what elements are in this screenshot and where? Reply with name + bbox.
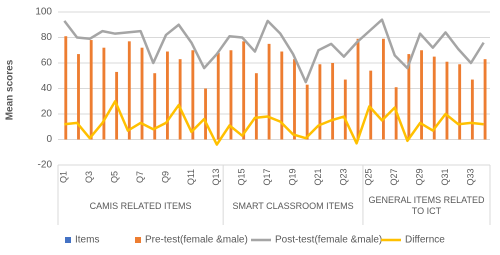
bar	[305, 84, 309, 140]
group-label-box: SMART CLASSROOM ITEMS	[232, 200, 354, 211]
bar	[432, 56, 436, 140]
bar	[293, 59, 296, 140]
group-label: SMART CLASSROOM ITEMS	[232, 200, 354, 211]
x-tick-label: Q19	[287, 168, 297, 185]
bar	[407, 54, 411, 140]
bar	[254, 73, 258, 140]
bar	[140, 47, 144, 140]
group-label-box: CAMIS RELATED ITEMS	[89, 200, 192, 211]
bar	[64, 36, 68, 140]
bar	[356, 38, 360, 140]
x-tick-label: Q33	[465, 168, 475, 185]
x-tick-label: Q17	[262, 168, 272, 185]
x-tick-label: Q9	[160, 171, 170, 183]
y-tick-label: 60	[41, 58, 53, 69]
legend-swatch	[135, 237, 141, 243]
bar	[89, 40, 93, 140]
bar	[191, 50, 195, 140]
bar	[318, 64, 322, 140]
bar	[77, 54, 80, 140]
bar	[483, 59, 487, 140]
legend-label: Post-test(female &male)	[275, 235, 382, 246]
y-tick-label: 100	[35, 7, 52, 18]
y-tick-label: 0	[46, 134, 52, 145]
y-tick-label: 40	[41, 83, 53, 94]
x-tick-label: Q5	[110, 171, 120, 183]
bar	[445, 61, 449, 140]
line	[63, 18, 485, 84]
bar	[369, 70, 373, 140]
legend-label: Items	[75, 235, 99, 246]
y-tick-label: 80	[41, 32, 53, 43]
bar	[153, 73, 157, 140]
bar	[178, 59, 182, 140]
y-tick-label: -20	[38, 160, 53, 171]
x-tick-label: Q25	[364, 168, 374, 185]
y-tick-label: 20	[41, 109, 53, 120]
x-tick-label: Q31	[440, 168, 450, 185]
y-axis-label: Mean scores	[5, 59, 16, 120]
bar	[458, 64, 462, 140]
x-tick-label: Q23	[338, 168, 348, 185]
group-label: CAMIS RELATED ITEMS	[89, 200, 192, 211]
group-label: GENERAL ITEMS RELATED TO ICT	[368, 195, 485, 216]
bar	[343, 79, 347, 140]
bar	[331, 63, 335, 140]
x-tick-label: Q15	[237, 168, 247, 185]
group-label-box: GENERAL ITEMS RELATED TO ICT	[368, 195, 485, 216]
bar	[204, 88, 207, 140]
bar	[280, 51, 284, 140]
x-tick-label: Q11	[186, 169, 196, 185]
bar	[216, 52, 220, 140]
x-tick-label: Q29	[414, 168, 424, 185]
legend-label: Pre-test(female &male)	[145, 235, 248, 246]
line	[64, 100, 484, 146]
bar	[229, 50, 233, 140]
bar	[166, 51, 169, 140]
bar	[420, 50, 423, 140]
x-tick-label: Q27	[389, 168, 399, 185]
bar	[102, 47, 106, 140]
x-tick-label: Q7	[135, 171, 145, 183]
bar	[267, 43, 271, 140]
bar	[242, 41, 246, 140]
legend-swatch	[65, 237, 71, 243]
bar	[127, 41, 131, 140]
x-tick-label: Q21	[313, 168, 323, 185]
bar	[382, 38, 385, 140]
legend-label: Differnce	[405, 235, 445, 246]
x-tick-label: Q13	[211, 168, 221, 185]
x-tick-label: Q1	[59, 171, 69, 183]
x-tick-label: Q3	[84, 171, 94, 183]
bar	[470, 79, 474, 140]
